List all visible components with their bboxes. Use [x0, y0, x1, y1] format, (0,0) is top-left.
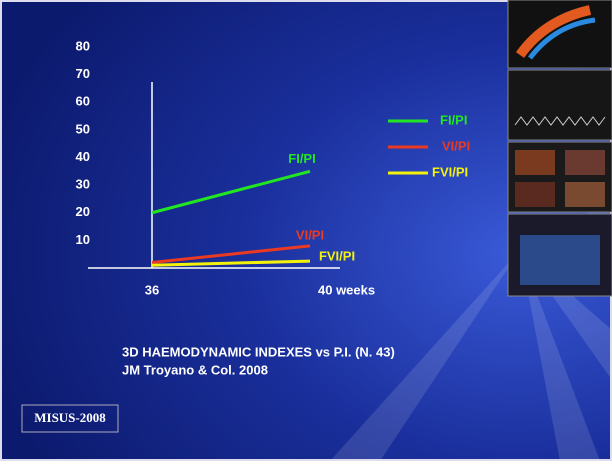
thumbnails: [508, 0, 612, 296]
y-tick-label: 80: [76, 38, 90, 53]
y-tick-label: 30: [76, 177, 90, 192]
y-tick-label: 70: [76, 66, 90, 81]
y-tick-label: 50: [76, 121, 90, 136]
y-tick-label: 20: [76, 204, 90, 219]
page: {"chart_data":{"type":"line", "title":"3…: [0, 0, 612, 461]
series-end-label: FVI/PI: [319, 249, 355, 264]
y-tick-label: 60: [76, 94, 90, 109]
y-tick-label: 40: [76, 149, 90, 164]
legend-label: VI/PI: [442, 138, 470, 153]
caption-subtitle: JM Troyano & Col. 2008: [122, 362, 268, 377]
x-tick-label: 40 weeks: [318, 282, 375, 297]
caption-title: 3D HAEMODYNAMIC INDEXES vs P.I. (N. 43): [122, 344, 395, 359]
series-end-label: VI/PI: [296, 227, 324, 242]
legend-label: FI/PI: [440, 112, 467, 127]
y-tick-label: 10: [76, 232, 90, 247]
series-end-label: FI/PI: [288, 151, 315, 166]
slide: 3D HAEMODYNAMIC INDEXES vs P.I. (N. 43) …: [0, 0, 612, 461]
footer: MISUS-2008: [34, 410, 106, 425]
x-tick-label: 36: [145, 282, 159, 297]
legend-label: FVI/PI: [432, 164, 468, 179]
